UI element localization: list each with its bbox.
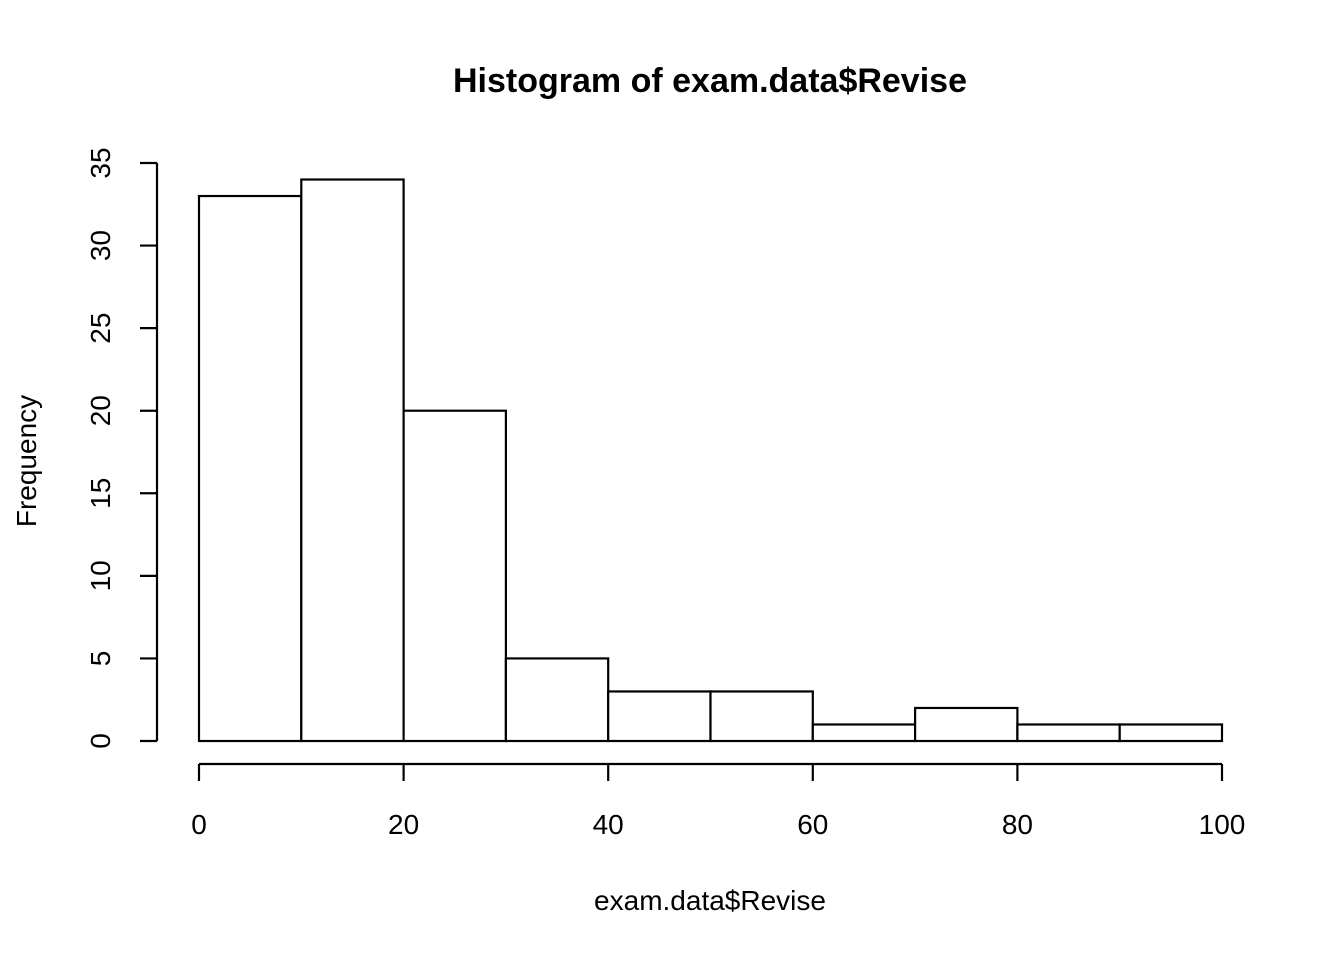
histogram-bar-9 — [1118, 723, 1224, 743]
histogram-bar-0 — [197, 194, 303, 743]
histogram-bar-8 — [1016, 723, 1121, 743]
y-tick-label: 5 — [85, 651, 116, 667]
histogram-bar-7 — [913, 706, 1019, 743]
x-axis-label: exam.data$Revise — [594, 885, 826, 916]
y-axis: 0 5 10 15 20 25 30 35 — [85, 147, 159, 749]
histogram-bar-1 — [300, 178, 405, 743]
x-tick-label: 80 — [1002, 809, 1033, 840]
x-tick-label: 20 — [388, 809, 419, 840]
y-tick-label: 30 — [85, 230, 116, 261]
y-tick-label: 15 — [85, 478, 116, 509]
y-tick-label: 35 — [85, 147, 116, 178]
y-tick-label: 10 — [85, 560, 116, 591]
y-tick-label: 0 — [85, 733, 116, 749]
y-tick-label: 20 — [85, 395, 116, 426]
histogram-bar-6 — [811, 723, 917, 743]
histogram-bar-3 — [504, 657, 610, 743]
bars-layer — [197, 178, 1224, 743]
x-tick-label: 100 — [1199, 809, 1246, 840]
histogram-bar-2 — [402, 409, 508, 743]
chart-title: Histogram of exam.data$Revise — [453, 62, 967, 100]
x-axis: 0 20 40 60 80 100 — [191, 762, 1246, 840]
histogram-bar-4 — [607, 690, 712, 743]
x-tick-label: 40 — [593, 809, 624, 840]
x-tick-label: 0 — [191, 809, 207, 840]
histogram-bar-5 — [709, 690, 814, 743]
x-tick-label: 60 — [797, 809, 828, 840]
y-axis-label: Frequency — [11, 395, 42, 527]
y-tick-label: 25 — [85, 313, 116, 344]
